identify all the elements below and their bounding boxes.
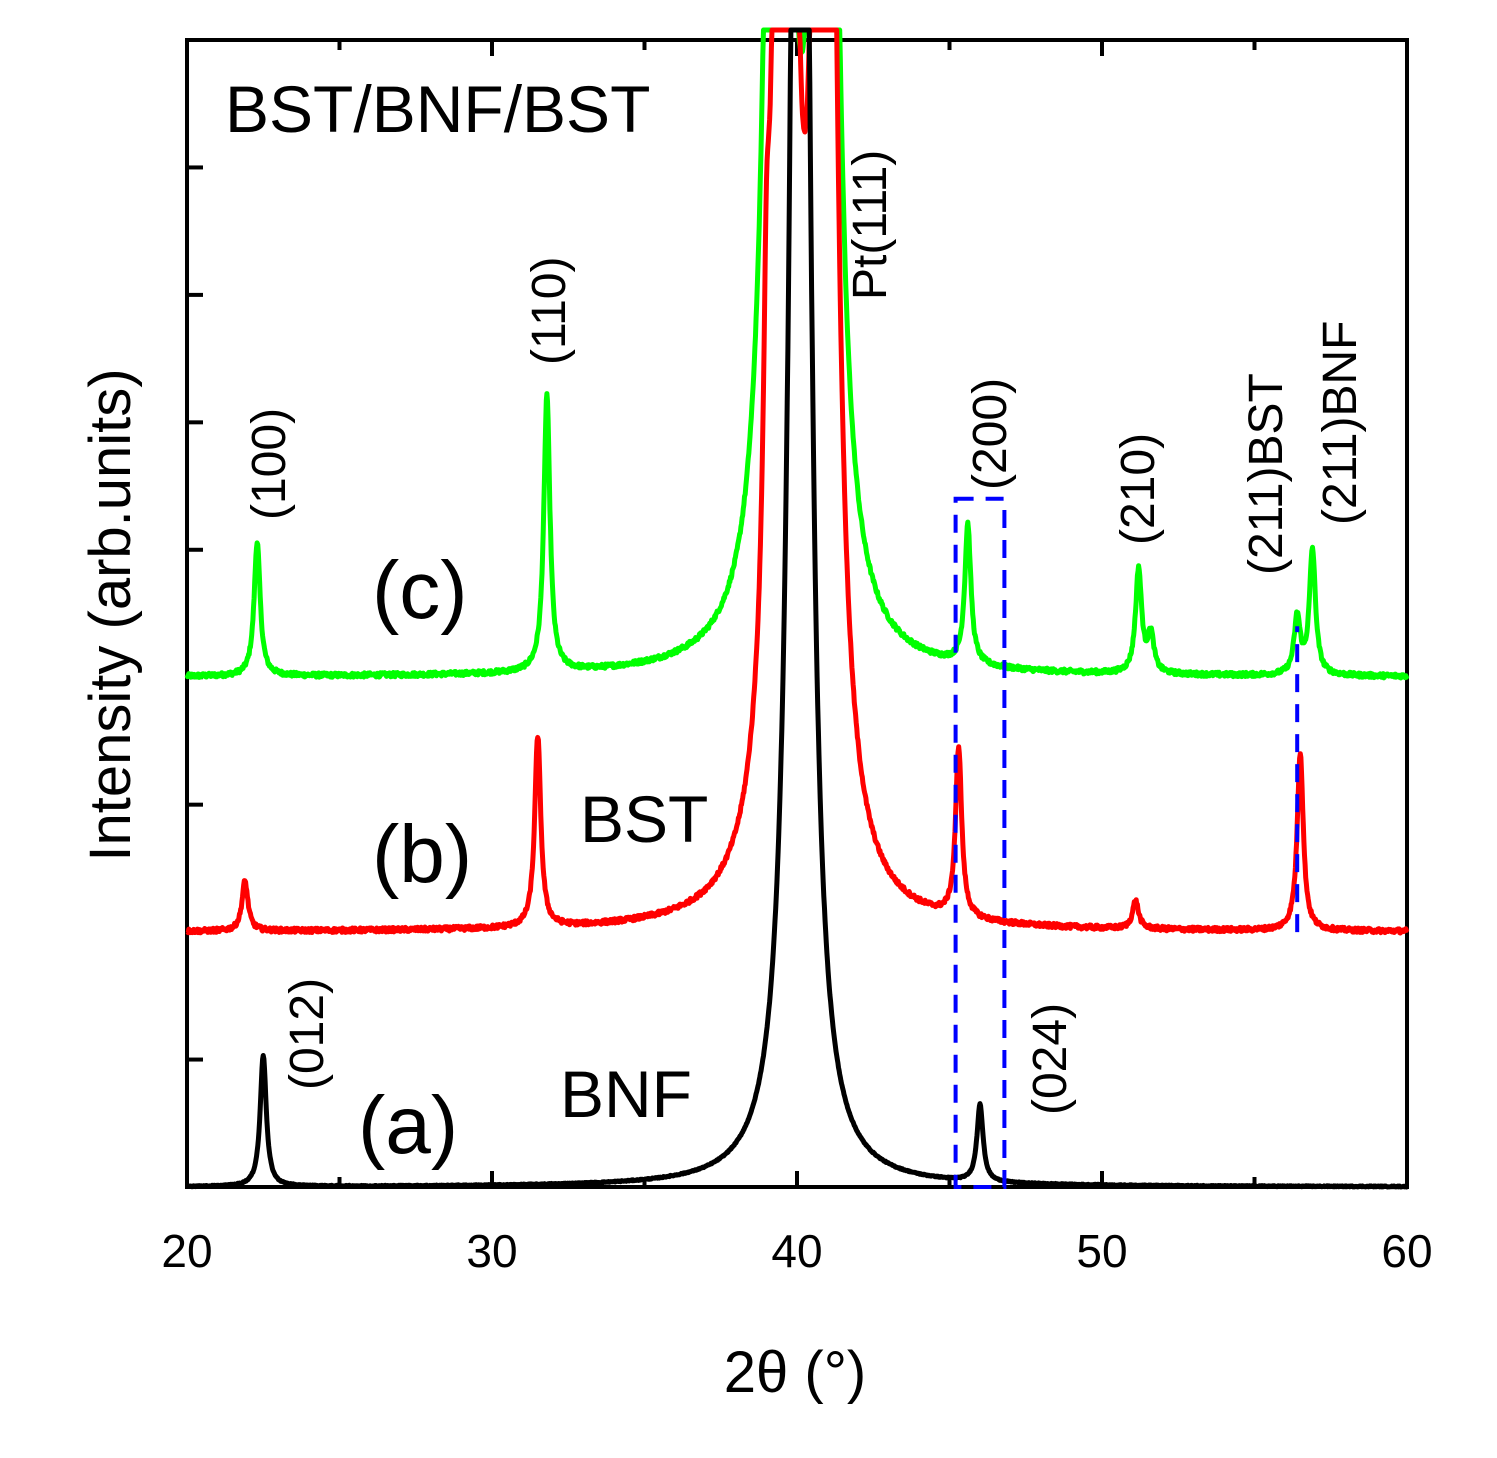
guide-group [953, 496, 1300, 1189]
label-bst: BST [580, 782, 708, 856]
highlight-box [953, 496, 1007, 1189]
series-line-bnf [185, 27, 1410, 1190]
chart-title: BST/BNF/BST [225, 72, 650, 146]
peak-label-211bst: (211)BST [1240, 373, 1293, 575]
peak-label-024: (024) [1024, 1003, 1077, 1115]
peak-label-200: (200) [964, 378, 1017, 490]
label-bnf: BNF [560, 1057, 692, 1131]
peak-label-210: (210) [1112, 433, 1165, 545]
label-b: (b) [372, 809, 472, 900]
plot-frame-group [185, 38, 1409, 1189]
series-line-bst [185, 27, 1410, 936]
x-tick-label: 60 [1381, 1225, 1432, 1277]
peak-label-012: (012) [281, 978, 334, 1090]
peak-label-100: (100) [243, 408, 296, 520]
series-group [184, 27, 1410, 1190]
peak-label-pt111: Pt(111) [844, 150, 897, 300]
x-tick-label: 30 [466, 1225, 517, 1277]
axis-ticks-group: 20 30 40 50 60 [161, 40, 1433, 1277]
label-a: (a) [358, 1080, 458, 1171]
x-tick-label: 50 [1076, 1225, 1127, 1277]
peak-label-110: (110) [523, 257, 576, 366]
x-axis-title: 2θ (°) [724, 1340, 866, 1405]
plot-frame [185, 38, 1409, 1189]
y-axis-title: Intensity (arb.units) [78, 368, 143, 861]
x-tick-label: 40 [771, 1225, 822, 1277]
x-tick-label: 20 [161, 1225, 212, 1277]
peak-label-211bnf: (211)BNF [1314, 321, 1367, 526]
label-c: (c) [372, 545, 468, 636]
